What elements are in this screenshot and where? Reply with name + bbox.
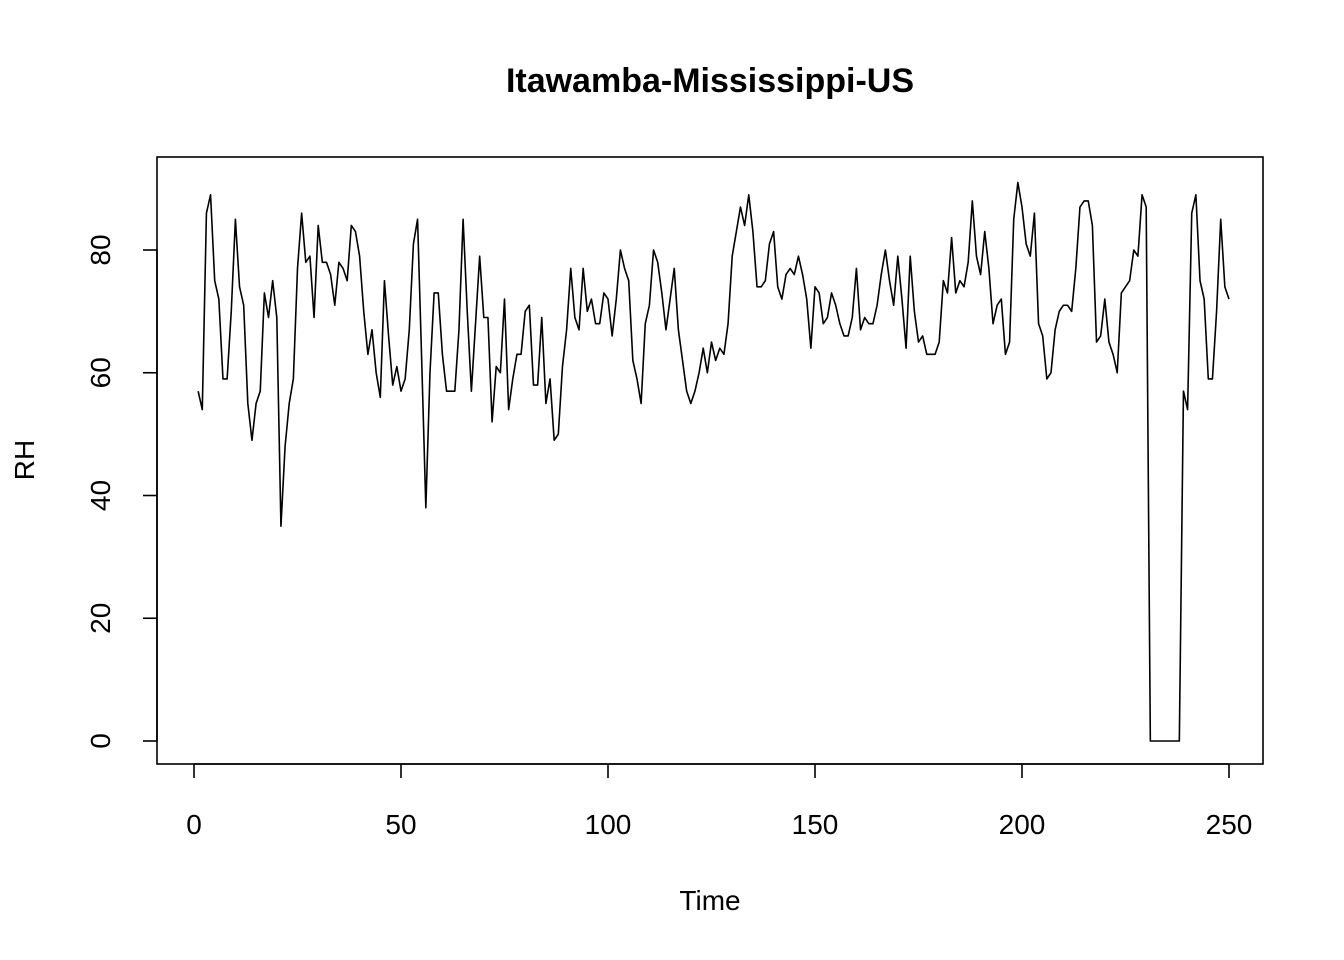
y-tick-label: 80 (85, 234, 116, 265)
x-tick-label: 150 (792, 809, 839, 840)
x-tick-label: 200 (999, 809, 1046, 840)
series-layer (197, 181, 1230, 742)
chart-title: Itawamba-Mississippi-US (506, 62, 914, 100)
plot-frame (156, 156, 1264, 765)
y-axis: 0 20 40 60 80 (85, 234, 158, 749)
y-tick-label: 40 (85, 480, 116, 511)
x-tick-label: 50 (385, 809, 416, 840)
y-tick-label: 60 (85, 357, 116, 388)
y-tick-label: 0 (85, 733, 116, 749)
y-tick-label: 20 (85, 603, 116, 634)
series-line-0 (197, 181, 1230, 742)
x-axis: 0 50 100 150 200 250 (186, 763, 1253, 840)
x-tick-label: 100 (585, 809, 632, 840)
x-tick-label: 0 (186, 809, 202, 840)
x-tick-label: 250 (1206, 809, 1253, 840)
x-axis-label: Time (679, 885, 740, 916)
y-axis-label: RH (9, 440, 40, 480)
